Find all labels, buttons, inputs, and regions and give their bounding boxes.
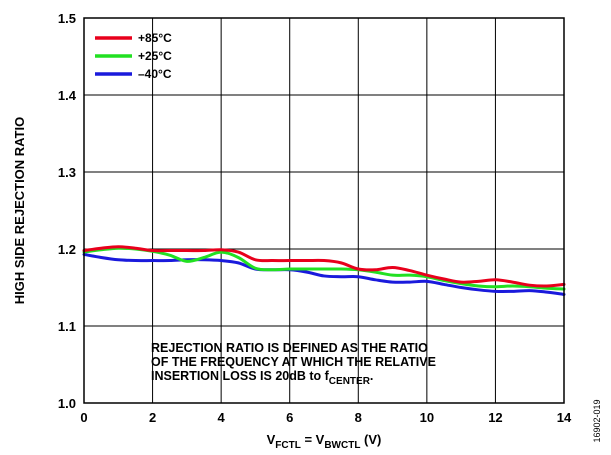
- x-tick-label: 12: [488, 410, 502, 425]
- annotation-line: INSERTION LOSS IS 20dB to fCENTER.: [151, 369, 373, 387]
- x-tick-label: 6: [286, 410, 293, 425]
- legend-item: +25°C: [95, 49, 172, 63]
- y-tick-label: 1.3: [58, 165, 76, 180]
- annotation-line-part: .: [370, 369, 373, 383]
- y-tick-label: 1.4: [58, 88, 77, 103]
- tick-labels: 0 2 4 6 8 10 12 14 1.0 1.1 1.2 1.3 1.4 1.5: [58, 11, 572, 425]
- plot-area-border: [83, 17, 565, 404]
- annotation-line-part: CENTER: [329, 376, 371, 387]
- figure-id: 16902-019: [592, 399, 602, 442]
- annotation-line-part: OF THE FREQUENCY AT WHICH THE RELATIVE: [151, 355, 436, 369]
- series-line-85c: [82, 245, 566, 288]
- x-axis-title-part: V: [267, 432, 276, 447]
- y-tick-label: 1.2: [58, 242, 76, 257]
- x-tick-label: 2: [149, 410, 156, 425]
- series-line-25c: [82, 246, 566, 291]
- plot-frame: [83, 17, 565, 404]
- x-axis-title-part: (V): [360, 432, 381, 447]
- legend-label: –40°C: [138, 67, 172, 81]
- x-tick-label: 0: [80, 410, 87, 425]
- series-lines: [82, 245, 566, 296]
- y-axis-title: HIGH SIDE REJECTION RATIO: [12, 117, 27, 305]
- legend: +85°C +25°C –40°C: [95, 31, 172, 81]
- annotation-line: OF THE FREQUENCY AT WHICH THE RELATIVE: [151, 355, 436, 369]
- x-tick-label: 14: [557, 410, 572, 425]
- legend-label: +85°C: [138, 31, 172, 45]
- annotation-line-part: REJECTION RATIO IS DEFINED AS THE RATIO: [151, 341, 428, 355]
- annotation-line: REJECTION RATIO IS DEFINED AS THE RATIO: [151, 341, 428, 355]
- annotation-line-part: INSERTION LOSS IS 20dB to f: [151, 369, 330, 383]
- series-line-minus40c: [82, 252, 566, 296]
- x-tick-label: 10: [420, 410, 434, 425]
- y-tick-label: 1.0: [58, 396, 76, 411]
- legend-item: –40°C: [95, 67, 172, 81]
- x-tick-label: 4: [218, 410, 226, 425]
- legend-item: +85°C: [95, 31, 172, 45]
- legend-label: +25°C: [138, 49, 172, 63]
- x-axis-title-part: = V: [301, 432, 325, 447]
- x-tick-label: 8: [355, 410, 362, 425]
- axis-labels: VFCTL = VBWCTL (V) HIGH SIDE REJECTION RA…: [12, 117, 602, 451]
- y-tick-label: 1.1: [58, 319, 76, 334]
- x-axis-title-part: BWCTL: [324, 440, 360, 451]
- y-tick-label: 1.5: [58, 11, 76, 26]
- annotation: REJECTION RATIO IS DEFINED AS THE RATIOO…: [151, 341, 436, 387]
- grid: [84, 18, 564, 403]
- x-axis-title: VFCTL = VBWCTL (V): [267, 432, 382, 451]
- x-axis-title-part: FCTL: [275, 440, 301, 451]
